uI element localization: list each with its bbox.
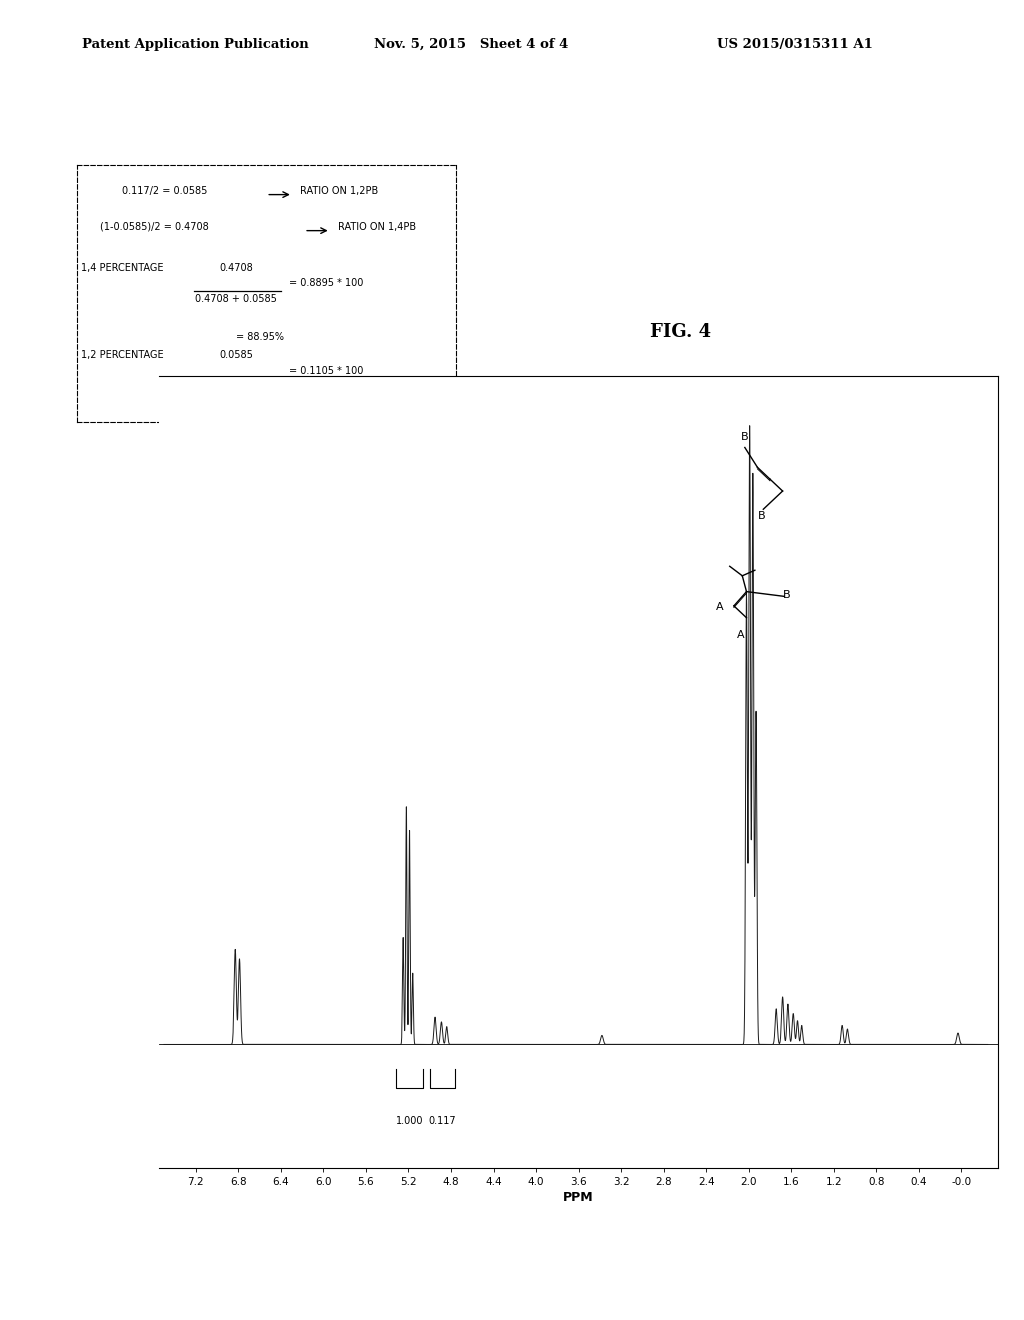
Text: = 0.1105 * 100: = 0.1105 * 100 xyxy=(289,366,364,376)
Text: US 2015/0315311 A1: US 2015/0315311 A1 xyxy=(717,37,872,50)
Text: Patent Application Publication: Patent Application Publication xyxy=(82,37,308,50)
Text: A: A xyxy=(716,602,723,612)
Text: = 11.05%: = 11.05% xyxy=(236,420,284,430)
X-axis label: PPM: PPM xyxy=(563,1192,594,1204)
Text: 0.4708 + 0.0585: 0.4708 + 0.0585 xyxy=(195,381,276,391)
Text: 1,2 PERCENTAGE: 1,2 PERCENTAGE xyxy=(81,350,163,360)
Text: 1,4 PERCENTAGE: 1,4 PERCENTAGE xyxy=(81,263,163,273)
Text: B: B xyxy=(758,511,765,521)
Text: (1-0.0585)/2 = 0.4708: (1-0.0585)/2 = 0.4708 xyxy=(99,222,208,231)
Text: B: B xyxy=(741,432,749,442)
Text: B: B xyxy=(783,590,791,601)
Text: RATIO ON 1,4PB: RATIO ON 1,4PB xyxy=(338,222,417,231)
Text: = 88.95%: = 88.95% xyxy=(236,333,284,342)
Text: 0.4708 + 0.0585: 0.4708 + 0.0585 xyxy=(195,294,276,304)
Text: 0.4708: 0.4708 xyxy=(219,263,253,273)
Text: = 0.8895 * 100: = 0.8895 * 100 xyxy=(289,279,364,288)
Text: 1.000: 1.000 xyxy=(396,1115,423,1126)
Text: FIG. 4: FIG. 4 xyxy=(650,322,712,341)
Text: RATIO ON 1,2PB: RATIO ON 1,2PB xyxy=(300,186,379,195)
Text: Nov. 5, 2015   Sheet 4 of 4: Nov. 5, 2015 Sheet 4 of 4 xyxy=(374,37,568,50)
Text: A: A xyxy=(737,630,744,640)
Text: 0.117: 0.117 xyxy=(429,1115,457,1126)
Text: 0.0585: 0.0585 xyxy=(219,350,253,360)
Text: 0.117/2 = 0.0585: 0.117/2 = 0.0585 xyxy=(122,186,208,195)
